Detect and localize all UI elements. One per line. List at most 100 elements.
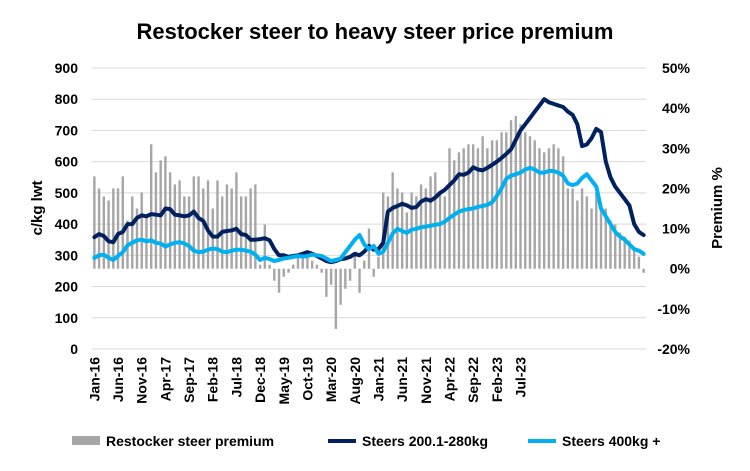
premium-bar (642, 269, 644, 273)
x-tick-label: Aug-20 (347, 357, 363, 405)
premium-bar (524, 132, 526, 268)
x-tick-label: Jun-16 (110, 357, 126, 402)
premium-bar (576, 200, 578, 268)
x-tick-label: Apr-22 (442, 357, 458, 402)
premium-bar (529, 136, 531, 268)
premium-bar (93, 176, 95, 268)
premium-bar (169, 172, 171, 268)
premium-bar (245, 196, 247, 268)
premium-bar (226, 184, 228, 268)
premium-bar (316, 265, 318, 269)
premium-bar (387, 196, 389, 268)
premium-bar (500, 132, 502, 268)
premium-bar (264, 225, 266, 269)
premium-bar (444, 196, 446, 268)
premium-bar (216, 180, 218, 268)
premium-bar (586, 196, 588, 268)
x-tick-label: Nov-16 (134, 357, 150, 404)
x-tick-label: Jan-21 (371, 357, 387, 402)
y-tick-label: 400 (55, 216, 79, 232)
x-tick-label: Feb-23 (489, 357, 505, 402)
premium-bar (548, 148, 550, 268)
premium-bar (155, 172, 157, 268)
premium-bar (183, 196, 185, 268)
premium-bar (638, 257, 640, 269)
premium-bar (481, 136, 483, 268)
premium-bar (339, 269, 341, 305)
premium-bar (202, 188, 204, 268)
premium-bar (538, 148, 540, 268)
y-tick-label: 500 (55, 185, 79, 201)
premium-bar (278, 269, 280, 293)
x-tick-label: Dec-18 (252, 357, 268, 403)
premium-bar (344, 269, 346, 289)
premium-bar (174, 184, 176, 268)
y2-tick-label: 20% (662, 180, 691, 196)
y-tick-label: 800 (55, 91, 79, 107)
premium-bar (358, 269, 360, 293)
premium-bar (335, 269, 337, 329)
premium-bar (188, 196, 190, 268)
premium-bar (633, 249, 635, 269)
x-tick-label: Feb-18 (205, 357, 221, 402)
premium-bar (406, 213, 408, 269)
x-tick-label: Apr-17 (157, 357, 173, 402)
chart-title: Restocker steer to heavy steer price pre… (137, 19, 614, 44)
premium-bar (600, 209, 602, 269)
x-tick-label: Nov-21 (418, 357, 434, 404)
premium-bar (287, 269, 289, 273)
y2-tick-label: -20% (657, 341, 690, 357)
x-tick-label: Sep-22 (465, 357, 481, 403)
premium-bar (363, 261, 365, 269)
premium-bar (178, 180, 180, 268)
premium-bar (448, 148, 450, 268)
premium-bar (283, 269, 285, 277)
premium-bar (297, 257, 299, 269)
x-tick-label: Jul-18 (228, 357, 244, 398)
x-axis-ticks: Jan-16 Jun-16 Nov-16 Apr-17 Sep-17 Feb-18 Jul-… (86, 357, 528, 405)
right-axis-ticks: -20%-10%0%10%20%30%40%50% (657, 60, 690, 357)
legend-label-premium: Restocker steer premium (106, 433, 274, 449)
legend-label-steers-400: Steers 400kg + (562, 433, 660, 449)
y-tick-label: 700 (55, 122, 79, 138)
left-axis-ticks: 0100200300400500600700800900 (55, 60, 79, 357)
y-tick-label: 600 (55, 154, 79, 170)
premium-bar (439, 192, 441, 268)
right-axis-label: Premium % (709, 167, 726, 249)
premium-bar (377, 257, 379, 269)
x-tick-label: Jun-21 (394, 357, 410, 402)
premium-bar (434, 172, 436, 268)
y2-tick-label: 10% (662, 221, 691, 237)
premium-bar (429, 176, 431, 268)
x-tick-label: Jan-16 (86, 357, 102, 402)
y2-tick-label: 0% (670, 261, 691, 277)
y2-tick-label: 40% (662, 100, 691, 116)
premium-bar (273, 269, 275, 281)
legend: Restocker steer premium Steers 200.1-280… (72, 433, 660, 449)
premium-bar (391, 172, 393, 268)
y-tick-label: 300 (55, 247, 79, 263)
y-tick-label: 900 (55, 60, 79, 76)
premium-bar (325, 269, 327, 297)
premium-bar (519, 124, 521, 269)
y-tick-label: 0 (70, 341, 78, 357)
premium-bar (235, 172, 237, 268)
y2-tick-label: -10% (657, 301, 690, 317)
premium-bar (131, 196, 133, 268)
premium-bar (306, 257, 308, 269)
premium-bar (150, 144, 152, 268)
x-tick-label: May-19 (276, 357, 292, 405)
premium-bar (581, 188, 583, 268)
premium-bars (93, 116, 645, 329)
premium-bar (552, 144, 554, 268)
premium-bar (103, 196, 105, 268)
y-tick-label: 100 (55, 310, 79, 326)
premium-bar (249, 188, 251, 268)
premium-bar (311, 261, 313, 269)
premium-bar (212, 209, 214, 269)
premium-bar (373, 269, 375, 277)
legend-label-steers-200-280: Steers 200.1-280kg (362, 433, 488, 449)
premium-bar (141, 192, 143, 268)
y2-tick-label: 30% (662, 140, 691, 156)
x-tick-label: Mar-20 (323, 357, 339, 402)
